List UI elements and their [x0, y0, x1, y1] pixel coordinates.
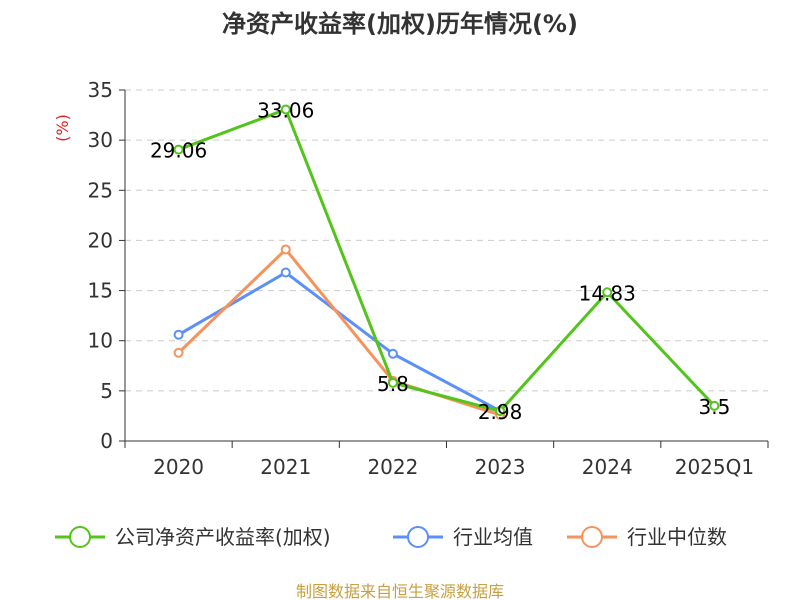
y-tick-label: 20 — [88, 228, 113, 252]
data-label: 3.5 — [699, 395, 731, 419]
y-tick-label: 15 — [88, 279, 113, 303]
x-tick-label: 2025Q1 — [675, 455, 754, 479]
legend-label: 公司净资产收益率(加权) — [115, 525, 331, 549]
data-point — [280, 267, 291, 278]
legend-marker — [69, 526, 91, 548]
source-note: 制图数据来自恒生聚源数据库 — [296, 582, 504, 600]
data-point — [387, 348, 398, 359]
legend-label: 行业均值 — [453, 525, 533, 549]
legend-marker — [581, 526, 603, 548]
chart-title: 净资产收益率(加权)历年情况(%) — [222, 10, 578, 38]
y-tick-label: 30 — [88, 128, 113, 152]
data-label: 14.83 — [579, 281, 636, 305]
x-tick-label: 2024 — [582, 455, 633, 479]
series-line — [178, 107, 716, 413]
legend: 公司净资产收益率(加权) 行业均值 行业中位数 — [55, 525, 727, 549]
x-tick-label: 2020 — [153, 455, 204, 479]
axes — [124, 90, 768, 442]
data-point — [602, 287, 613, 298]
data-point — [495, 406, 506, 417]
data-labels: 29.06 33.06 5.8 2.98 14.83 3.5 — [150, 98, 730, 424]
y-tick-label: 5 — [100, 379, 113, 403]
data-label: 33.06 — [257, 98, 314, 122]
data-label: 29.06 — [150, 139, 207, 163]
x-tick-label: 2022 — [367, 455, 418, 479]
grid-lines — [125, 89, 768, 392]
y-axis-label: (%) — [53, 114, 72, 142]
legend-marker — [407, 526, 429, 548]
y-tick-label: 25 — [88, 178, 113, 202]
data-point — [280, 244, 291, 255]
data-label: 5.8 — [377, 372, 409, 396]
y-tick-label: 10 — [88, 329, 113, 353]
data-point — [709, 400, 720, 411]
legend-label: 行业中位数 — [627, 525, 727, 549]
x-tick-label: 2021 — [260, 455, 311, 479]
data-point — [280, 104, 291, 115]
data-point — [173, 144, 184, 155]
series-group — [173, 104, 720, 420]
y-axis-ticks: 0 5 10 15 20 25 30 35 — [88, 78, 125, 453]
series-line — [177, 271, 501, 413]
x-axis-ticks: 2020 2021 2022 2023 2024 2025Q1 — [124, 441, 769, 479]
series-line — [177, 247, 501, 417]
y-tick-label: 0 — [100, 429, 113, 453]
data-point — [173, 347, 184, 358]
data-label: 2.98 — [478, 400, 523, 424]
data-point — [387, 377, 398, 388]
data-point — [173, 329, 184, 340]
x-tick-label: 2023 — [475, 455, 526, 479]
y-tick-label: 35 — [88, 78, 113, 102]
